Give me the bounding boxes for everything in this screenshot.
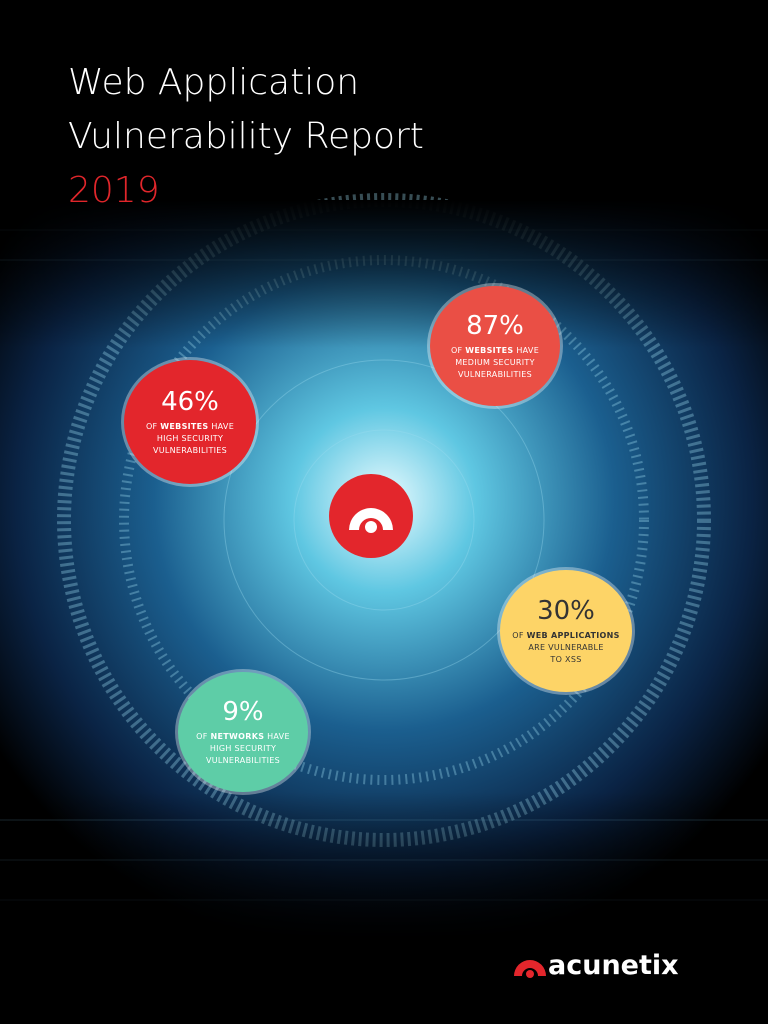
stat-line: ARE VULNERABLE [528,643,604,652]
stat-circle: 46% OF WEBSITES HAVE HIGH SECURITY VULNERAB… [124,360,256,484]
stat-prefix: OF [450,346,463,355]
stat-circle: 30% OF WEB APPLICATIONS ARE VULNERABLE TO X… [500,570,632,692]
brand-name: acunetix [548,950,679,981]
stat-line: OF NETWORKS HAVE [196,731,290,743]
brand: acunetix [512,950,679,981]
stat-suffix: HAVE [516,346,540,355]
stat-line: VULNERABILITIES [457,370,533,379]
stat-prefix: OF [196,732,208,741]
stat-line: VULNERABILITIES [205,756,281,765]
stat-subject: WEB APPLICATIONS [526,631,620,640]
stat-line: HIGH SECURITY [156,434,224,443]
stat-circle: 9% OF NETWORKS HAVE HIGH SECURITY VULNERABI… [178,672,308,792]
stat-suffix: HAVE [211,422,235,431]
stat-line: HIGH SECURITY [209,744,277,753]
stat-value: 46% [161,387,219,417]
stat-line: VULNERABILITIES [152,446,228,455]
title-line: Web Application [68,62,360,103]
stat-value: 87% [466,311,524,341]
title-line: Vulnerability Report [68,116,424,157]
stat-line: MEDIUM SECURITY [455,358,535,367]
stat-suffix: HAVE [267,732,290,741]
stat-subject: WEBSITES [160,422,209,431]
stat-circle: 87% OF WEBSITES HAVE MEDIUM SECURITY VULNER… [430,286,560,406]
stat-line: OF WEB APPLICATIONS [512,630,619,642]
stat-value: 9% [222,697,264,727]
stat-subject: WEBSITES [465,346,514,355]
stat-value: 30% [537,596,595,626]
year: 2019 [68,170,160,211]
stat-prefix: OF [145,422,158,431]
stat-subject: NETWORKS [210,732,265,741]
stat-line: OF WEBSITES HAVE [146,421,234,433]
stat-line: OF WEBSITES HAVE [451,345,539,357]
title: Web Application Vulnerability Report 201… [68,56,424,218]
brand-logo [514,959,546,978]
stat-line: TO XSS [550,655,582,664]
stat-prefix: OF [512,631,524,640]
